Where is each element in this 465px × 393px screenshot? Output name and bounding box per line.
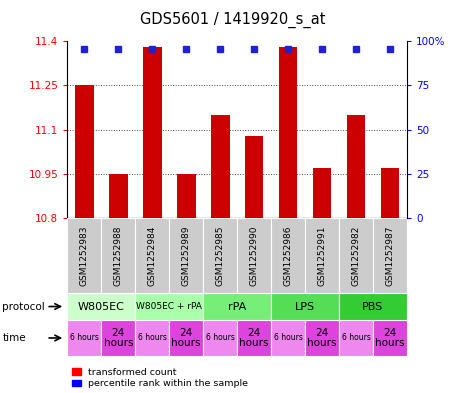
Text: GSM1252990: GSM1252990 (250, 225, 259, 286)
Legend: transformed count, percentile rank within the sample: transformed count, percentile rank withi… (72, 368, 248, 388)
Bar (339, 320, 373, 356)
Bar (211, 115, 230, 218)
Text: 24
hours: 24 hours (239, 328, 269, 348)
Bar (380, 168, 399, 218)
Text: LPS: LPS (295, 301, 315, 312)
Text: 24
hours: 24 hours (307, 328, 337, 348)
Bar (109, 174, 128, 218)
Bar (67, 218, 101, 293)
Bar (143, 47, 162, 218)
Text: W805EC + rPA: W805EC + rPA (136, 302, 202, 311)
Bar (101, 218, 135, 293)
Text: 6 hours: 6 hours (273, 334, 303, 342)
Bar (237, 218, 271, 293)
Text: PBS: PBS (362, 301, 384, 312)
Bar (346, 115, 365, 218)
Text: GSM1252991: GSM1252991 (318, 225, 326, 286)
Bar (305, 320, 339, 356)
Text: GSM1252986: GSM1252986 (284, 225, 292, 286)
Text: 6 hours: 6 hours (138, 334, 167, 342)
Text: 6 hours: 6 hours (70, 334, 99, 342)
Text: GSM1252985: GSM1252985 (216, 225, 225, 286)
Text: W805EC: W805EC (78, 301, 125, 312)
Text: GSM1252983: GSM1252983 (80, 225, 89, 286)
Bar (203, 293, 271, 320)
Bar (75, 86, 94, 218)
Bar (271, 218, 305, 293)
Bar (245, 136, 264, 218)
Bar (135, 218, 169, 293)
Bar (101, 320, 135, 356)
Bar (271, 320, 305, 356)
Bar (279, 47, 298, 218)
Bar (135, 293, 203, 320)
Bar (177, 174, 196, 218)
Bar (67, 293, 135, 320)
Bar (271, 293, 339, 320)
Text: GDS5601 / 1419920_s_at: GDS5601 / 1419920_s_at (140, 11, 325, 28)
Bar (373, 218, 407, 293)
Bar (135, 320, 169, 356)
Text: 6 hours: 6 hours (341, 334, 371, 342)
Bar (339, 293, 407, 320)
Text: GSM1252988: GSM1252988 (114, 225, 123, 286)
Text: protocol: protocol (2, 301, 45, 312)
Bar (169, 320, 203, 356)
Text: rPA: rPA (228, 301, 246, 312)
Text: 6 hours: 6 hours (206, 334, 235, 342)
Text: 24
hours: 24 hours (104, 328, 133, 348)
Bar (305, 218, 339, 293)
Bar (373, 320, 407, 356)
Text: GSM1252987: GSM1252987 (385, 225, 394, 286)
Bar (67, 320, 101, 356)
Bar (312, 168, 332, 218)
Bar (169, 218, 203, 293)
Text: 24
hours: 24 hours (172, 328, 201, 348)
Text: 24
hours: 24 hours (375, 328, 405, 348)
Bar (203, 218, 237, 293)
Bar (237, 320, 271, 356)
Bar (339, 218, 373, 293)
Text: GSM1252989: GSM1252989 (182, 225, 191, 286)
Text: GSM1252982: GSM1252982 (352, 225, 360, 286)
Text: time: time (2, 333, 26, 343)
Text: GSM1252984: GSM1252984 (148, 225, 157, 286)
Bar (203, 320, 237, 356)
